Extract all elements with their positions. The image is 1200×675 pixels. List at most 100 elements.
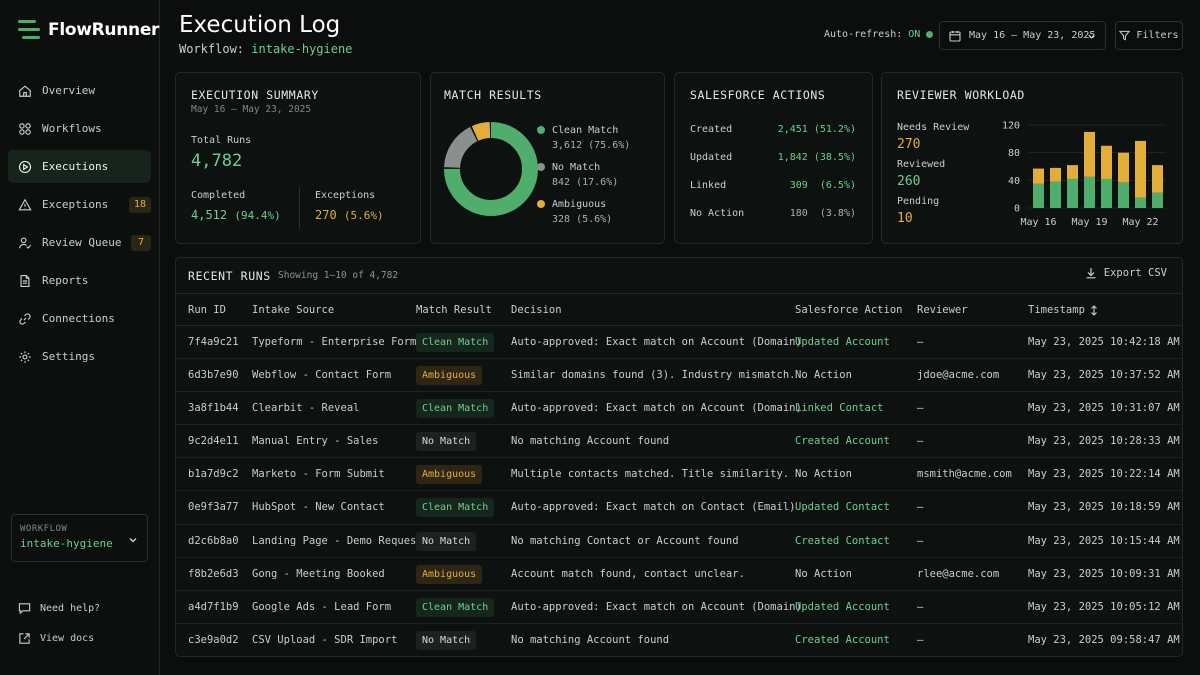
timestamp-cell: May 23, 2025 10:22:14 AM [1028, 468, 1180, 481]
bar-reviewed [1033, 183, 1044, 208]
run-id-cell[interactable]: 9c2d4e11 [188, 435, 239, 448]
completed-count: 4,512 [191, 208, 228, 222]
sidebar-item-label: Review Queue [42, 236, 122, 249]
table-row[interactable]: 6d3b7e90 Webflow - Contact Form Ambiguous S… [176, 359, 1182, 393]
salesforce-action-cell: Updated Account [795, 336, 890, 348]
column-header-match-result[interactable]: Match Result [416, 304, 492, 316]
run-id-cell[interactable]: f8b2e6d3 [188, 567, 239, 580]
run-id-cell[interactable]: c3e9a0d2 [188, 633, 239, 646]
column-header-intake-source[interactable]: Intake Source [252, 304, 334, 316]
external-link-icon [19, 632, 30, 644]
auto-refresh-label: Auto-refresh: [824, 29, 903, 40]
calendar-icon [949, 30, 961, 42]
view-docs-link[interactable]: View docs [18, 630, 100, 646]
salesforce-row-value: 309 (6.5%) [789, 180, 856, 191]
run-id-cell[interactable]: b1a7d9c2 [188, 468, 239, 481]
sidebar-item-executions[interactable]: Executions [8, 150, 151, 183]
legend-dot [537, 126, 545, 134]
table-row[interactable]: 3a8f1b44 Clearbit - Reveal Clean Match Auto… [176, 392, 1182, 426]
sidebar-item-settings[interactable]: Settings [8, 340, 151, 373]
bar-needs-review [1050, 167, 1061, 182]
table-row[interactable]: f8b2e6d3 Gong - Meeting Booked Ambiguous Ac… [176, 558, 1182, 591]
timestamp-cell: May 23, 2025 10:42:18 AM [1028, 336, 1180, 348]
intake-source-cell: Gong - Meeting Booked [252, 567, 385, 580]
decision-cell: Auto-approved: Exact match on Account (D… [511, 336, 802, 348]
auto-refresh-toggle[interactable]: Auto-refresh: ON [824, 29, 934, 40]
table-row[interactable]: b1a7d9c2 Marketo - Form Submit Ambiguous Mu… [176, 458, 1182, 492]
timestamp-cell: May 23, 2025 10:15:44 AM [1028, 534, 1180, 547]
reviewer-cell: — [917, 402, 924, 415]
sidebar-nav: Overview Workflows Executions Exceptions… [8, 74, 151, 378]
sidebar-item-reports[interactable]: Reports [8, 264, 151, 297]
decision-cell: No matching Account found [511, 435, 670, 448]
alert-icon [18, 198, 32, 210]
table-row[interactable]: 9c2d4e11 Manual Entry - Sales No Match No m… [176, 425, 1182, 459]
exceptions-count: 270 [315, 208, 337, 222]
match-results-donut-chart [444, 122, 538, 216]
reviewer-cell: jdoe@acme.com [917, 369, 1000, 382]
logo[interactable]: FlowRunner [18, 20, 159, 40]
decision-cell: Similar domains found (3). Industry mism… [511, 369, 796, 382]
run-id-cell[interactable]: 3a8f1b44 [188, 402, 239, 415]
legend-label: Ambiguous [552, 199, 607, 210]
sidebar-item-exceptions[interactable]: Exceptions 18 [8, 188, 151, 221]
salesforce-action-cell: Created Account [795, 633, 890, 646]
legend-no-match: No Match 842 (17.6%) [537, 160, 618, 190]
reviewed-value: 260 [897, 174, 921, 189]
sidebar-item-overview[interactable]: Overview [8, 74, 151, 107]
column-header-timestamp[interactable]: Timestamp [1028, 304, 1098, 316]
timestamp-cell: May 23, 2025 10:37:52 AM [1028, 369, 1180, 382]
sidebar-item-workflows[interactable]: Workflows [8, 112, 151, 145]
filters-button[interactable]: Filters [1115, 21, 1183, 50]
workflow-prefix: Workflow: [179, 42, 245, 56]
legend-dot [537, 200, 545, 208]
table-row[interactable]: 0e9f3a77 HubSpot - New Contact Clean Match… [176, 491, 1182, 525]
column-header-decision[interactable]: Decision [511, 304, 562, 316]
run-id-cell[interactable]: d2c6b8a0 [188, 534, 239, 547]
card-title: REVIEWER WORKLOAD [897, 88, 1025, 102]
timestamp-cell: May 23, 2025 10:18:59 AM [1028, 501, 1180, 514]
reviewer-workload-bar-chart: 0 40 80 120 May 16 May 19 May 22 [1002, 121, 1166, 228]
table-row[interactable]: 7f4a9c21 Typeform - Enterprise Form Clean … [176, 326, 1182, 360]
salesforce-row-label: Linked [690, 180, 727, 191]
reviewer-cell: msmith@acme.com [917, 468, 1012, 481]
grid-icon [19, 122, 31, 135]
intake-source-cell: Typeform - Enterprise Form [252, 336, 417, 348]
table-row[interactable]: d2c6b8a0 Landing Page - Demo Request No Ma… [176, 525, 1182, 558]
column-header-salesforce-action[interactable]: Salesforce Action [795, 304, 902, 316]
need-help-link[interactable]: Need help? [18, 600, 100, 616]
column-header-reviewer[interactable]: Reviewer [917, 304, 968, 316]
decision-cell: Auto-approved: Exact match on Contact (E… [511, 501, 796, 514]
date-range-picker[interactable]: May 16 – May 23, 2025 [939, 21, 1106, 50]
salesforce-row-created: Created 2,451 (51.2%) [690, 124, 856, 138]
export-csv-button[interactable]: Export CSV [1085, 267, 1167, 279]
table-row[interactable]: a4d7f1b9 Google Ads - Lead Form Clean Matc… [176, 591, 1182, 624]
bar-reviewed [1050, 181, 1061, 208]
workflow-select[interactable]: WORKFLOW intake-hygiene [11, 514, 148, 562]
completed-label: Completed [191, 190, 246, 201]
card-title: MATCH RESULTS [444, 88, 542, 102]
decision-cell: Account match found, contact unclear. [511, 567, 745, 580]
salesforce-actions-card: SALESFORCE ACTIONS Created 2,451 (51.2%)… [674, 72, 873, 244]
sidebar-item-connections[interactable]: Connections [8, 302, 151, 335]
salesforce-row-linked: Linked 309 (6.5%) [690, 180, 856, 194]
decision-cell: Auto-approved: Exact match on Account (D… [511, 600, 802, 613]
page-subtitle: Workflow: intake-hygiene [179, 42, 352, 56]
run-id-cell[interactable]: a4d7f1b9 [188, 600, 239, 613]
intake-source-cell: Webflow - Contact Form [252, 369, 392, 382]
bar-reviewed [1152, 192, 1163, 208]
run-id-cell[interactable]: 7f4a9c21 [188, 336, 239, 348]
sidebar-item-label: Exceptions [42, 198, 109, 211]
salesforce-row-label: Updated [690, 152, 733, 163]
intake-source-cell: Clearbit - Reveal [252, 402, 360, 415]
salesforce-row-value: 1,842 (38.5%) [777, 152, 856, 163]
table-row[interactable]: c3e9a0d2 CSV Upload - SDR Import No Match N… [176, 624, 1182, 656]
sidebar: FlowRunner Overview Workflows Executions… [0, 0, 160, 675]
sidebar-item-review-queue[interactable]: Review Queue 7 [8, 226, 151, 259]
column-header-run-id[interactable]: Run ID [188, 304, 226, 316]
salesforce-action-cell: No Action [795, 468, 852, 481]
reviewer-cell: — [917, 501, 924, 514]
table-title: RECENT RUNS [188, 269, 271, 283]
run-id-cell[interactable]: 0e9f3a77 [188, 501, 239, 514]
run-id-cell[interactable]: 6d3b7e90 [188, 369, 239, 382]
